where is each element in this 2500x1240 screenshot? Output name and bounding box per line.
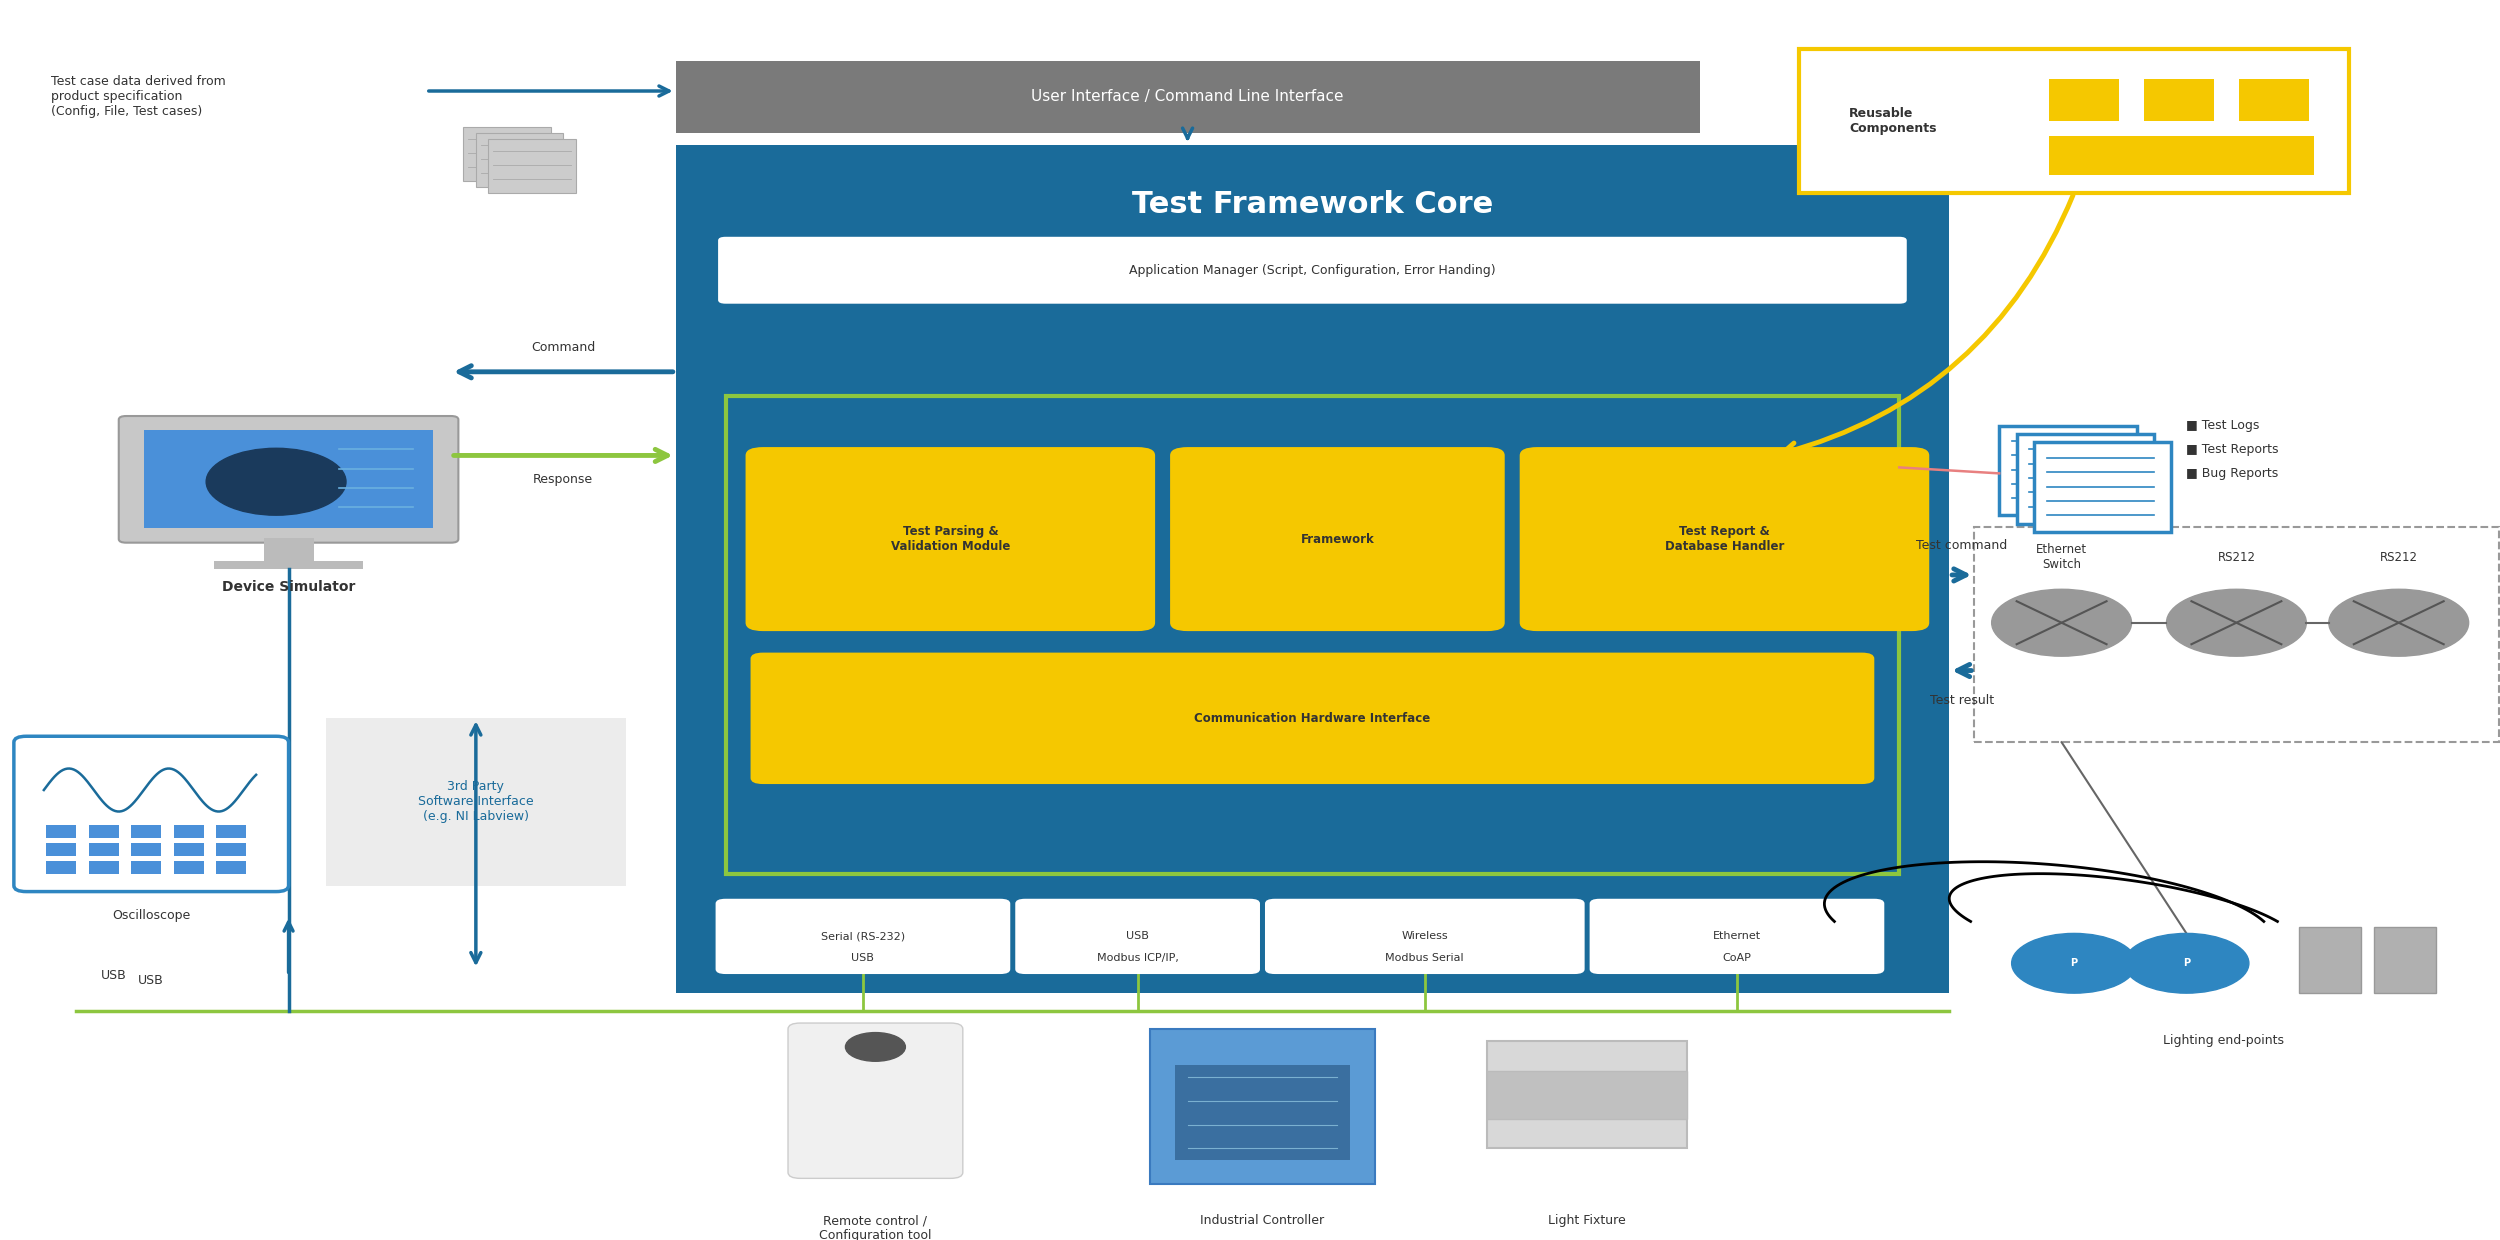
Bar	[173, 843, 203, 856]
FancyBboxPatch shape	[715, 899, 1010, 975]
Circle shape	[1992, 589, 2132, 656]
Bar	[2035, 443, 2172, 532]
Text: Test case data derived from
product specification
(Config, File, Test cases): Test case data derived from product spec…	[52, 76, 225, 119]
Text: Communication Hardware Interface: Communication Hardware Interface	[1195, 712, 1430, 725]
FancyBboxPatch shape	[1265, 899, 1585, 975]
FancyBboxPatch shape	[1590, 899, 1885, 975]
Text: Modbus Serial: Modbus Serial	[1385, 954, 1465, 963]
Bar	[2375, 928, 2435, 993]
Circle shape	[2330, 589, 2468, 656]
Text: Remote control /
Configuration tool: Remote control / Configuration tool	[820, 1214, 932, 1240]
FancyBboxPatch shape	[750, 652, 1875, 784]
Circle shape	[2013, 934, 2138, 993]
Bar	[262, 538, 312, 563]
Circle shape	[845, 1033, 905, 1061]
FancyBboxPatch shape	[1015, 899, 1260, 975]
Bar	[2000, 425, 2138, 515]
FancyBboxPatch shape	[1170, 448, 1505, 631]
Bar	[130, 825, 160, 838]
FancyBboxPatch shape	[15, 737, 288, 892]
FancyBboxPatch shape	[718, 237, 1908, 304]
Bar	[462, 126, 550, 181]
Text: Response: Response	[532, 472, 592, 486]
Bar	[213, 560, 362, 569]
Circle shape	[205, 449, 345, 515]
Text: ■ Bug Reports: ■ Bug Reports	[2188, 467, 2278, 480]
Text: Test Framework Core: Test Framework Core	[1132, 190, 1492, 219]
Text: Test Parsing &
Validation Module: Test Parsing & Validation Module	[890, 525, 1010, 553]
FancyBboxPatch shape	[120, 415, 458, 543]
Bar	[675, 145, 1950, 993]
FancyBboxPatch shape	[1520, 448, 1930, 631]
Bar	[325, 718, 625, 885]
Text: USB: USB	[102, 968, 127, 982]
Bar	[48, 861, 78, 874]
Text: USB: USB	[853, 954, 875, 963]
Bar	[90, 843, 120, 856]
Text: Reusable
Components: Reusable Components	[1850, 107, 1938, 135]
Bar	[1488, 1040, 1688, 1148]
Bar	[215, 861, 245, 874]
Bar	[90, 825, 120, 838]
Text: CoAP: CoAP	[1722, 954, 1752, 963]
Bar	[488, 139, 575, 192]
Text: Modbus ICP/IP,: Modbus ICP/IP,	[1098, 954, 1178, 963]
Bar	[1150, 1029, 1375, 1184]
Text: Wireless: Wireless	[1403, 931, 1448, 941]
Bar	[48, 843, 78, 856]
Bar	[725, 396, 1900, 874]
Bar	[215, 825, 245, 838]
Text: RS212: RS212	[2218, 551, 2255, 563]
Bar	[2050, 136, 2315, 175]
Bar	[142, 430, 432, 528]
Bar	[2300, 928, 2362, 993]
Text: Lighting end-points: Lighting end-points	[2162, 1034, 2285, 1048]
Text: Device Simulator: Device Simulator	[222, 580, 355, 594]
Text: Test result: Test result	[1930, 694, 1995, 707]
Bar	[173, 825, 203, 838]
Text: 3rd Party
Software Interface
(e.g. NI Labview): 3rd Party Software Interface (e.g. NI La…	[418, 780, 532, 823]
FancyBboxPatch shape	[788, 1023, 962, 1178]
Text: Industrial Controller: Industrial Controller	[1200, 1214, 1325, 1228]
Text: Test command: Test command	[1915, 538, 2008, 552]
Bar	[173, 861, 203, 874]
Text: Framework: Framework	[1300, 533, 1375, 546]
Bar	[475, 133, 562, 186]
Bar	[130, 861, 160, 874]
FancyBboxPatch shape	[745, 448, 1155, 631]
Text: User Interface / Command Line Interface: User Interface / Command Line Interface	[1032, 89, 1345, 104]
Text: Ethernet
Switch: Ethernet Switch	[2035, 543, 2088, 570]
Bar	[1488, 1071, 1688, 1118]
Bar	[2145, 79, 2215, 120]
Text: RS212: RS212	[2380, 551, 2418, 563]
Text: ■ Test Logs: ■ Test Logs	[2188, 419, 2260, 432]
Text: ■ Test Reports: ■ Test Reports	[2188, 443, 2280, 456]
Bar	[2050, 79, 2120, 120]
Bar	[1800, 50, 2350, 192]
Text: Test Report &
Database Handler: Test Report & Database Handler	[1665, 525, 1785, 553]
Bar	[130, 843, 160, 856]
Text: P: P	[2070, 959, 2078, 968]
Bar	[1175, 1065, 1350, 1161]
Circle shape	[2125, 934, 2250, 993]
Bar	[675, 61, 1700, 133]
Text: USB: USB	[1125, 931, 1150, 941]
Text: Light Fixture: Light Fixture	[1548, 1214, 1625, 1228]
Bar	[2240, 79, 2310, 120]
Text: Application Manager (Script, Configuration, Error Handing): Application Manager (Script, Configurati…	[1130, 264, 1495, 277]
Text: USB: USB	[138, 975, 165, 987]
Bar	[48, 825, 78, 838]
Bar	[90, 861, 120, 874]
Text: Serial (RS-232): Serial (RS-232)	[820, 931, 905, 941]
Text: Oscilloscope: Oscilloscope	[112, 909, 190, 923]
Circle shape	[2168, 589, 2308, 656]
Text: Command: Command	[530, 341, 595, 355]
Bar	[215, 843, 245, 856]
Text: P: P	[2182, 959, 2190, 968]
Bar	[2018, 434, 2155, 523]
Text: Ethernet: Ethernet	[1713, 931, 1760, 941]
